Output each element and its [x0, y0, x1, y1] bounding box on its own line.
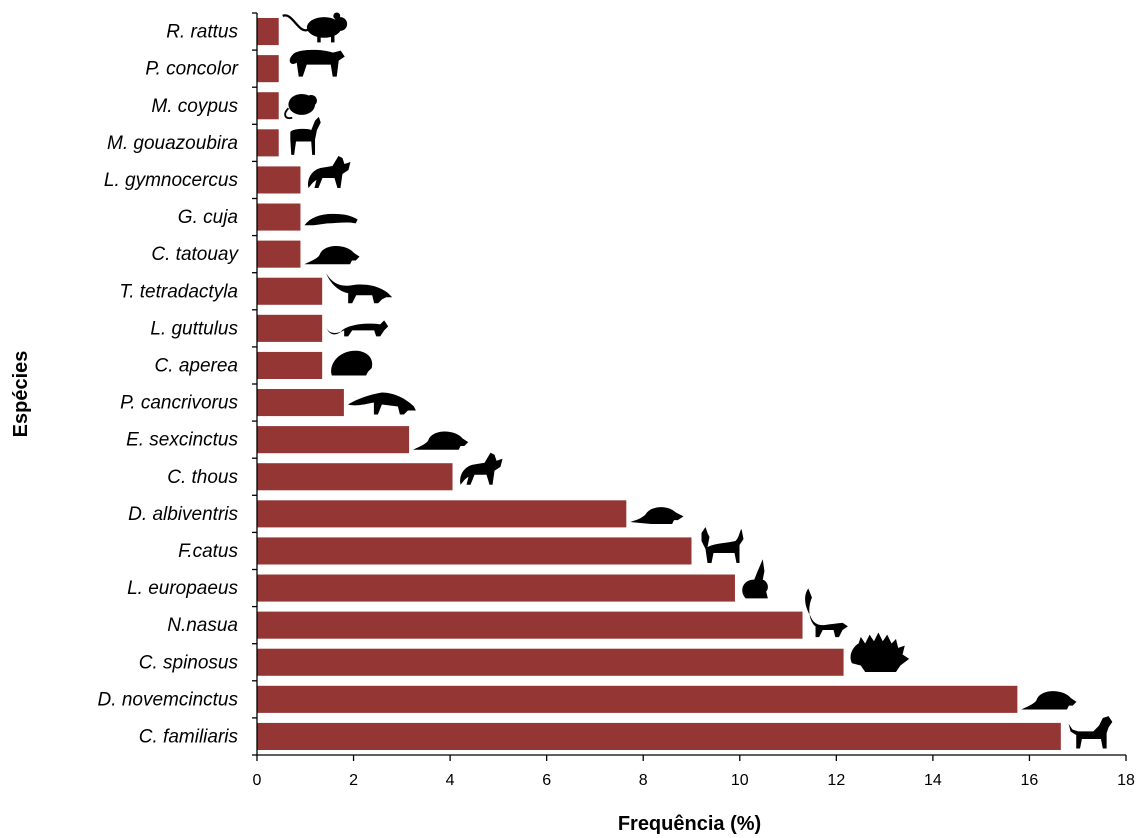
bar: [257, 351, 323, 379]
x-tick-label: 8: [639, 772, 648, 789]
bar: [257, 426, 410, 454]
bar: [257, 648, 844, 676]
category-label: L. guttulus: [150, 318, 238, 339]
bar: [257, 574, 735, 602]
category-label: L. europaeus: [127, 578, 238, 599]
category-label: L. gymnocercus: [104, 170, 239, 191]
bar: [257, 92, 279, 120]
bar: [257, 18, 279, 46]
bar: [257, 500, 627, 528]
bar: [257, 537, 692, 565]
category-label: E. sexcinctus: [126, 430, 238, 451]
coati-icon: [805, 588, 848, 638]
bar: [257, 611, 803, 639]
anteater-icon: [326, 273, 393, 304]
opossum-icon: [630, 507, 684, 524]
bar: [257, 685, 1018, 713]
bar: [257, 129, 279, 157]
porcupine-icon: [850, 632, 910, 673]
category-label: C. tatouay: [151, 244, 239, 265]
category-label: C. thous: [167, 467, 238, 488]
category-label: G. cuja: [178, 207, 238, 228]
puma-icon: [289, 49, 345, 77]
category-label: R. rattus: [166, 22, 238, 43]
x-tick-label: 14: [924, 772, 942, 789]
x-tick-label: 0: [253, 772, 262, 789]
x-ticks-group: 0 2 4 6 8 10 12 14 16 18: [252, 12, 1135, 789]
fox-icon: [460, 452, 503, 485]
x-axis-title: Frequência (%): [618, 813, 761, 835]
category-label: D. novemcinctus: [98, 689, 239, 710]
category-label: P. cancrivorus: [120, 393, 238, 414]
category-label: C. aperea: [155, 355, 238, 376]
x-tick-label: 16: [1021, 772, 1039, 789]
rat-icon: [282, 12, 348, 43]
bar: [257, 314, 323, 342]
category-label: C. familiaris: [139, 726, 239, 747]
armadillo-icon: [304, 245, 360, 265]
cat-icon: [701, 526, 744, 563]
category-labels-group: R. rattus P. concolor M. coypus M. gouazoub…: [98, 22, 240, 748]
x-tick-label: 12: [827, 772, 845, 789]
dog-icon: [1068, 716, 1113, 749]
grison-icon: [304, 213, 358, 226]
x-tick-label: 18: [1117, 772, 1135, 789]
axes-group: [256, 13, 1126, 756]
icons-group: [282, 12, 1113, 749]
deer-icon: [290, 116, 321, 155]
category-label: M. coypus: [151, 96, 238, 117]
coypu-icon: [284, 94, 317, 120]
category-label: F.catus: [178, 541, 238, 562]
bar: [257, 55, 279, 83]
category-label: N.nasua: [167, 615, 238, 636]
category-label: T. tetradactyla: [119, 281, 238, 302]
bar: [257, 240, 301, 268]
category-label: D. albiventris: [128, 504, 238, 525]
category-label: C. spinosus: [139, 652, 239, 673]
x-tick-label: 6: [542, 772, 551, 789]
bars-group: [257, 18, 1061, 750]
wildcat-icon: [326, 320, 389, 337]
bar: [257, 463, 453, 491]
x-tick-label: 2: [349, 772, 358, 789]
bar: [257, 722, 1061, 750]
x-tick-label: 4: [446, 772, 455, 789]
bar: [257, 203, 301, 231]
armadillo-icon: [413, 431, 469, 450]
y-axis-title: Espécies: [10, 351, 32, 438]
category-label: P. concolor: [145, 59, 238, 80]
bar: [257, 277, 323, 305]
hare-icon: [742, 559, 768, 599]
x-tick-label: 10: [731, 772, 749, 789]
armadillo-icon: [1021, 691, 1077, 710]
guinea-pig-icon: [331, 350, 373, 376]
category-label: M. gouazoubira: [107, 133, 238, 154]
fox-icon: [308, 155, 351, 188]
bar: [257, 389, 344, 417]
raccoon-icon: [347, 392, 416, 415]
bar: [257, 166, 301, 194]
